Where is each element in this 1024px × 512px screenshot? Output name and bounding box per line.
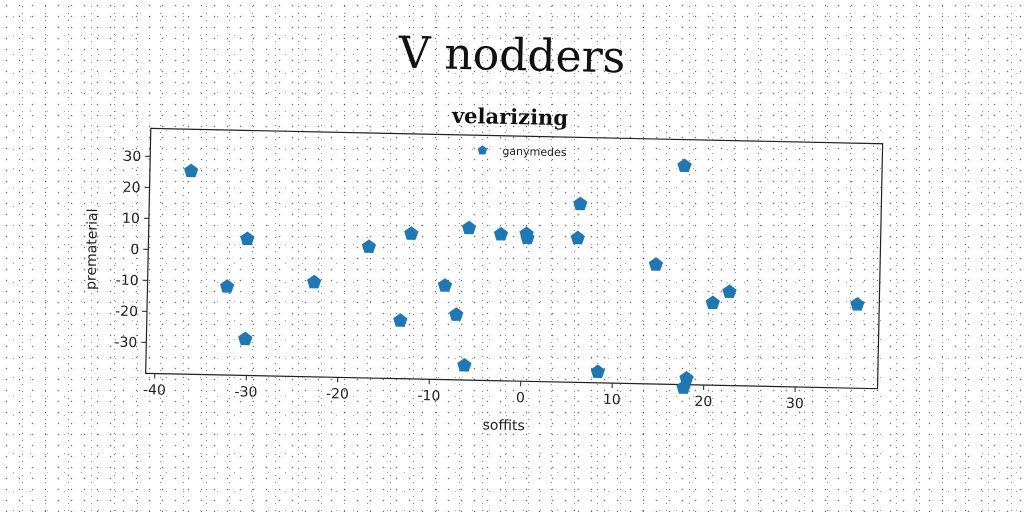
y-tick-label: 0 — [130, 242, 139, 258]
scatter-point — [437, 278, 453, 292]
scatter-point — [648, 257, 664, 271]
scatter-point — [520, 230, 535, 245]
legend-marker — [477, 145, 488, 155]
scatter-point — [240, 231, 255, 246]
scatter-point — [393, 313, 408, 327]
scatter-point — [493, 226, 509, 241]
scatter-point — [573, 196, 588, 211]
scatter-point — [307, 274, 322, 289]
scatter-point — [590, 364, 605, 379]
scatter-point — [722, 284, 737, 299]
legend: ganymedes — [477, 145, 567, 159]
scatter-point — [238, 331, 253, 346]
scatter-point — [457, 357, 472, 372]
y-axis-label: prematerial — [83, 208, 101, 290]
chart-title: velarizing — [451, 103, 569, 130]
plot-frame — [145, 127, 884, 390]
y-tick-label: 20 — [123, 180, 141, 196]
x-axis-label: soffits — [482, 417, 525, 434]
y-tick-label: -30 — [114, 335, 137, 351]
y-tick-label: -10 — [116, 273, 139, 289]
scatter-point — [705, 295, 720, 310]
scatter-point — [404, 226, 419, 240]
scatter-point — [570, 230, 585, 245]
x-tick-label: 10 — [603, 392, 621, 408]
y-tick-label: 30 — [123, 149, 141, 165]
scatter-point — [449, 307, 464, 321]
x-tick-label: 0 — [516, 390, 525, 406]
scatter-point — [677, 158, 692, 173]
scatter-point — [184, 163, 199, 178]
scatter-point — [850, 297, 865, 311]
x-tick-label: -20 — [326, 386, 349, 402]
x-tick-label: -40 — [143, 382, 166, 398]
x-tick-label: -10 — [417, 388, 440, 404]
scatter-point — [676, 380, 691, 394]
scatter-point — [220, 279, 235, 293]
scatter-point — [461, 220, 477, 235]
scatter-point — [361, 239, 377, 253]
y-tick-label: 10 — [122, 211, 140, 227]
x-tick-label: -30 — [234, 384, 257, 400]
x-tick-label: 20 — [694, 394, 712, 410]
y-tick-label: -20 — [115, 304, 138, 320]
legend-label: ganymedes — [502, 145, 567, 159]
x-tick-label: 30 — [786, 396, 804, 412]
